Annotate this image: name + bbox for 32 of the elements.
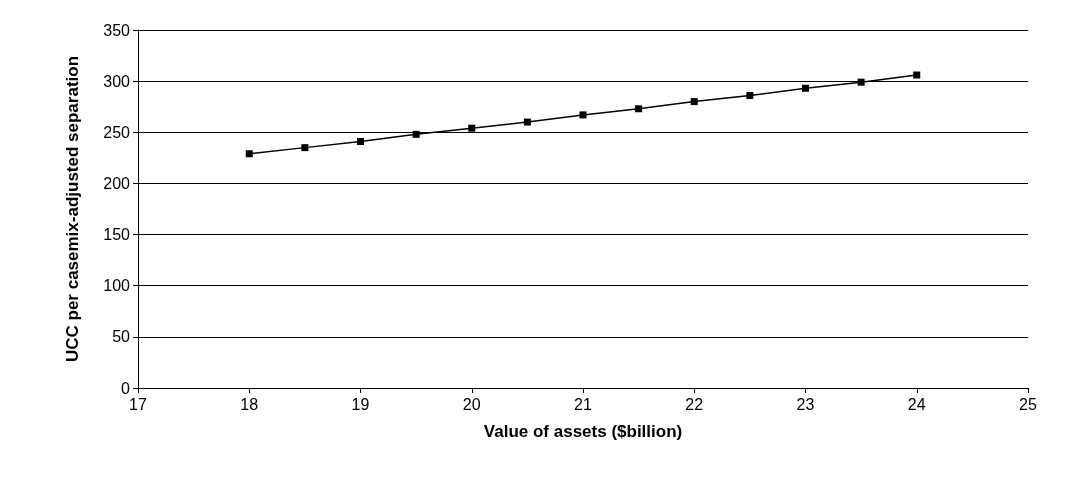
point [523, 118, 531, 126]
y-tick-label: 200 [103, 174, 131, 192]
x-tick-label: 21 [574, 395, 592, 413]
y-axis-title: UCC per casemix-adjusted separation [62, 55, 82, 363]
y-tick-label: 250 [103, 123, 131, 141]
point [802, 84, 809, 92]
point [245, 150, 253, 158]
point [857, 78, 865, 86]
point [301, 144, 309, 152]
point [690, 98, 698, 106]
x-tick-label: 17 [129, 395, 147, 413]
point [579, 111, 587, 119]
x-tick-label: 22 [685, 395, 704, 413]
y-tick-label: 150 [103, 226, 131, 244]
x-tick-label: 23 [796, 395, 815, 413]
point [746, 91, 754, 99]
x-tick-label: 20 [462, 395, 481, 413]
x-tick-label: 24 [907, 395, 926, 413]
y-tick-label: 0 [121, 379, 131, 397]
point [913, 71, 921, 79]
x-axis-title: Value of assets ($billion) [483, 422, 683, 441]
y-tick-label: 300 [103, 72, 131, 90]
point [635, 105, 643, 113]
x-tick-label: 19 [351, 395, 370, 413]
point [357, 137, 364, 145]
y-tick-label: 50 [112, 328, 131, 346]
x-tick-label: 25 [1019, 395, 1037, 413]
point [468, 124, 476, 132]
point [412, 130, 420, 138]
x-tick-label: 18 [240, 395, 259, 413]
y-tick-label: 350 [103, 21, 131, 39]
y-tick-label: 100 [103, 277, 131, 295]
